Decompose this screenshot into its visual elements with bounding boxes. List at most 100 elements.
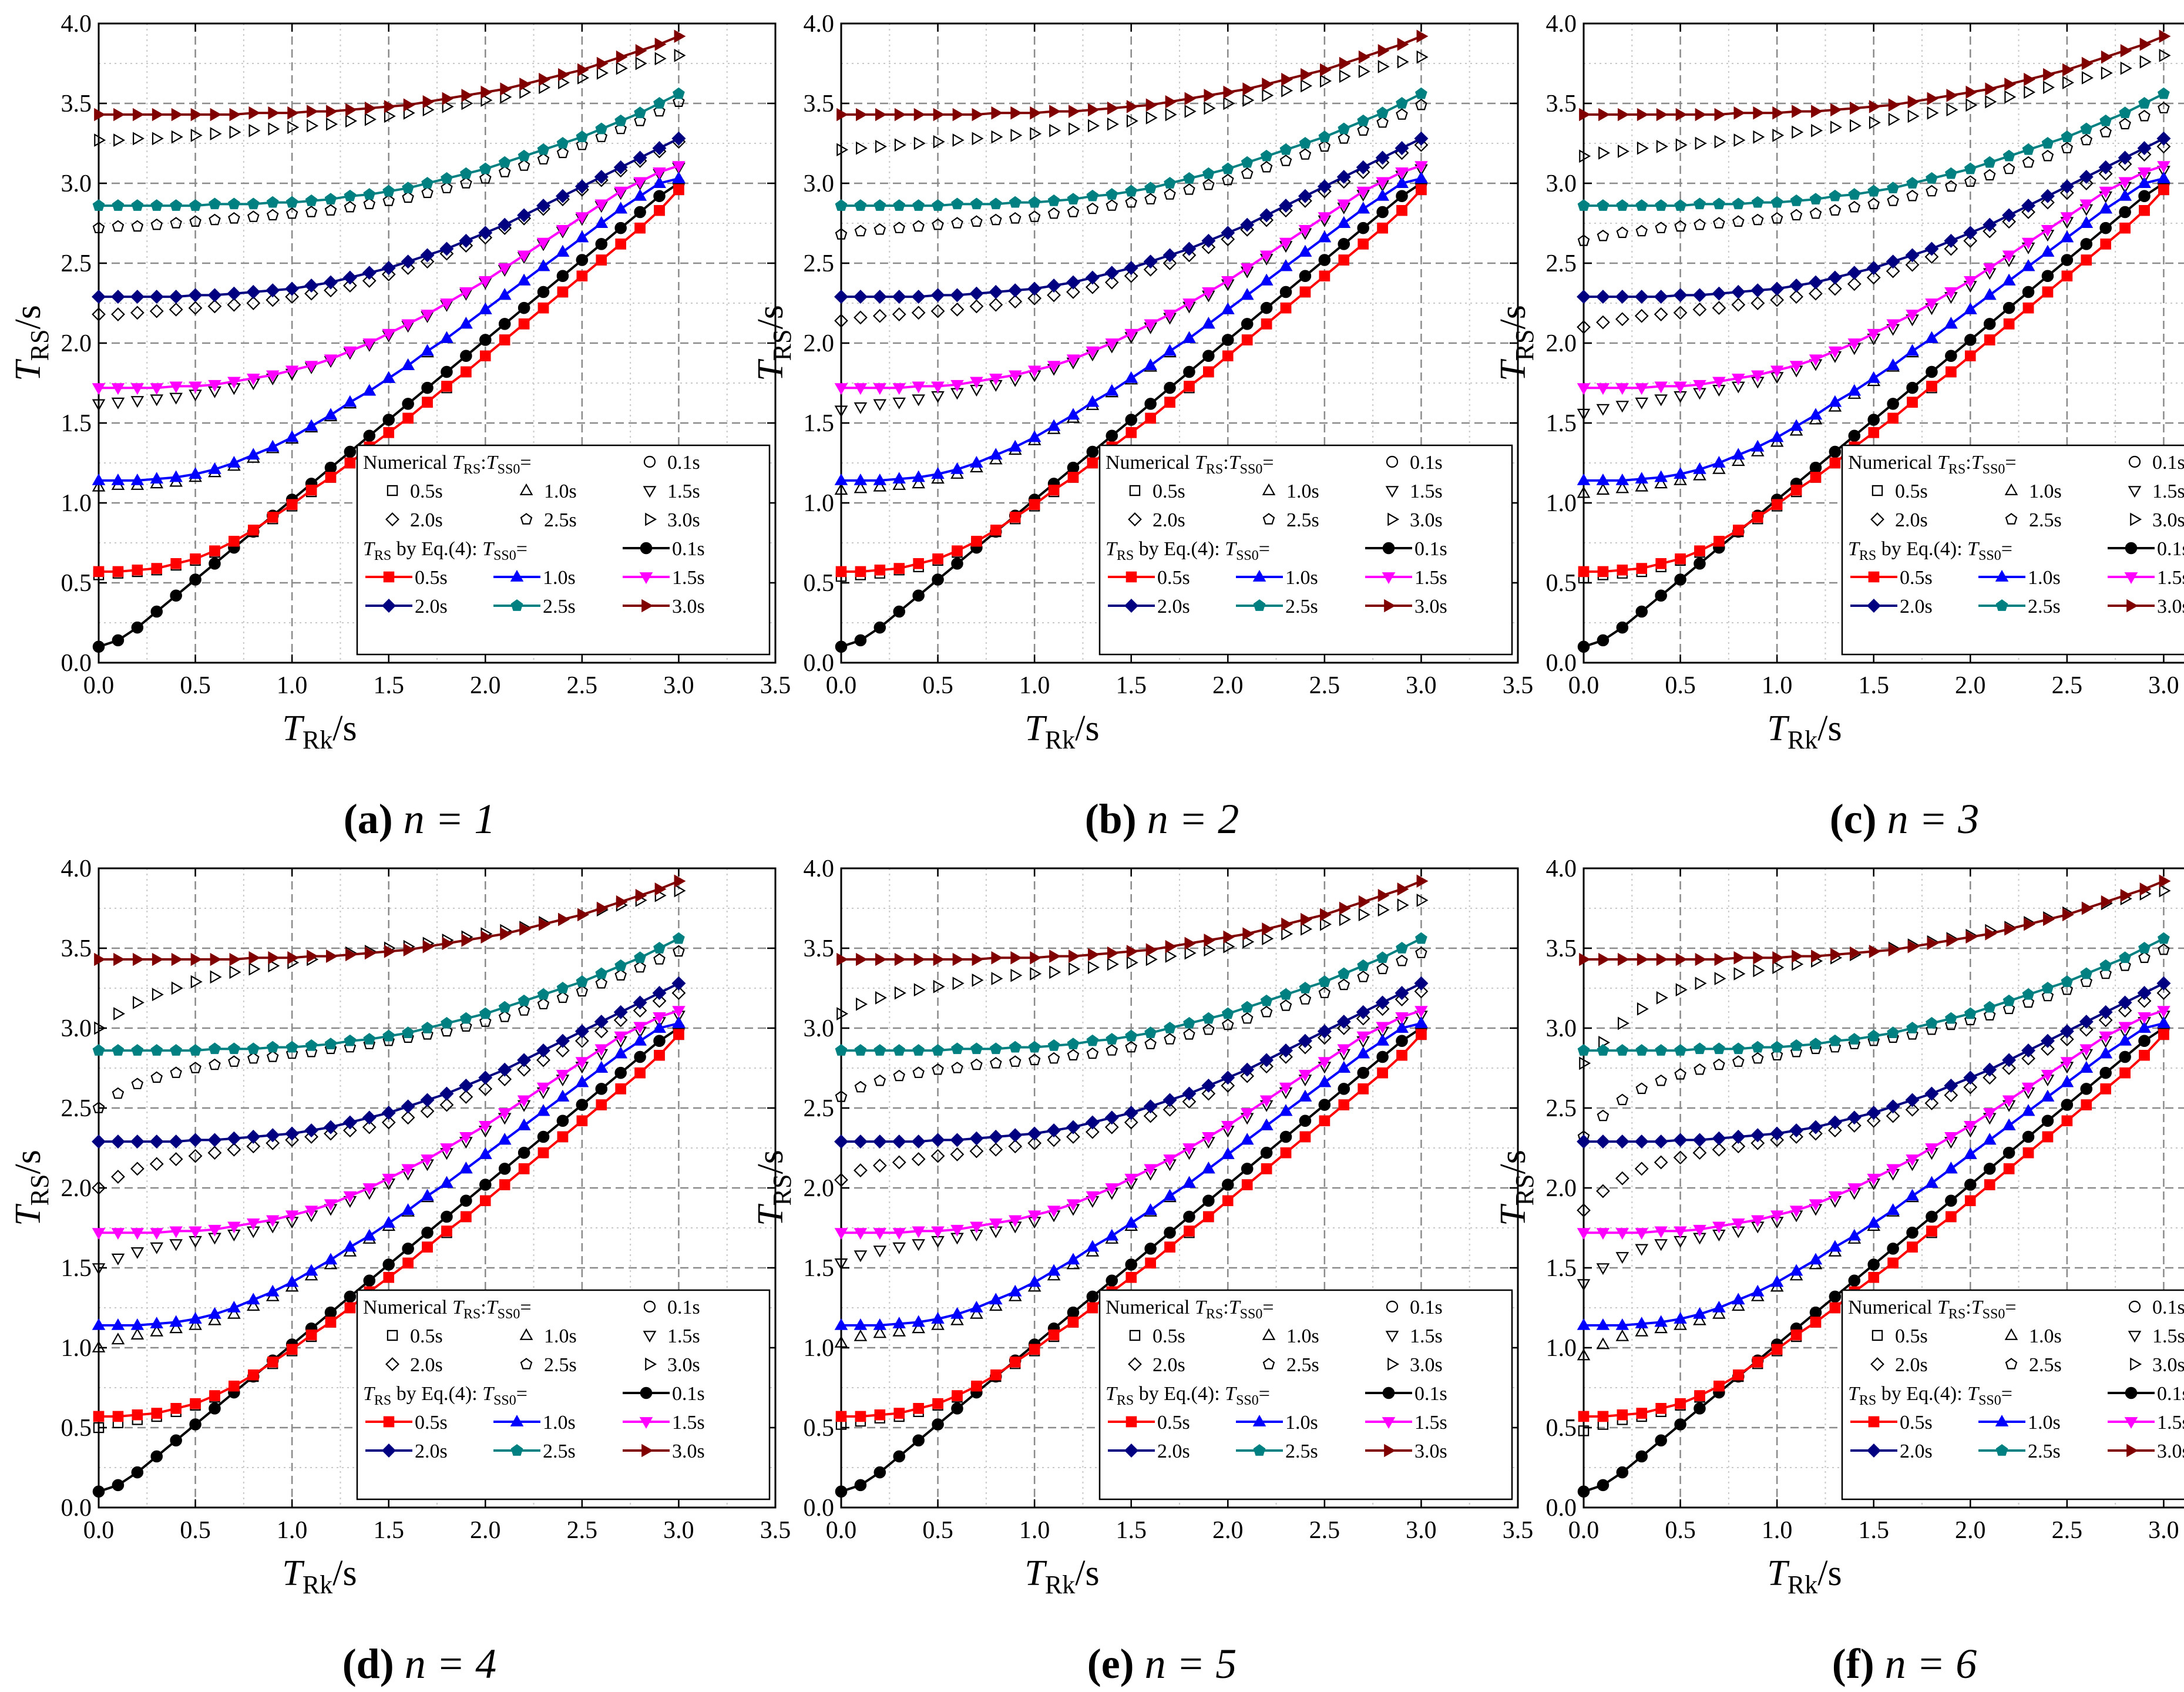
eq4-point [615, 239, 626, 250]
numerical-point [614, 122, 627, 135]
eq4-point [422, 940, 435, 954]
eq4-point [1964, 162, 1977, 174]
eq4-point [382, 328, 395, 341]
eq4-point [1204, 934, 1216, 947]
eq4-point [1221, 1070, 1235, 1085]
x-tick-label: 2.0 [1212, 672, 1244, 699]
eq4-point [440, 298, 453, 311]
numerical-point [1809, 286, 1823, 301]
eq4-point [1260, 149, 1273, 162]
numerical-point [952, 133, 965, 147]
numerical-point [1164, 1033, 1176, 1045]
eq4-point [169, 1226, 183, 1238]
eq4-point [2042, 1131, 2054, 1143]
series [1577, 29, 2171, 653]
eq4-point [555, 1033, 570, 1048]
eq4-point [247, 448, 260, 460]
legend-entry-label: 2.0s [1895, 1354, 1928, 1376]
y-tick-label: 1.0 [804, 1335, 835, 1362]
numerical-point [150, 394, 164, 407]
eq4-point [1752, 1357, 1763, 1368]
eq4-series-2.0s [1577, 131, 2171, 304]
eq4-point [2041, 982, 2054, 993]
x-tick-label: 3.5 [1503, 672, 1534, 699]
eq4-point [285, 365, 299, 378]
eq4-series-1.0s [834, 171, 1428, 485]
eq4-point [2158, 87, 2170, 99]
eq4-point [854, 1318, 868, 1330]
numerical-point [517, 1062, 532, 1077]
eq4-point [130, 1134, 145, 1149]
eq4-point [1615, 1134, 1629, 1149]
legend-equals: = [1262, 1297, 1274, 1318]
eq4-point [344, 445, 357, 458]
eq4-point [1221, 1147, 1235, 1159]
numerical-point [518, 159, 530, 171]
eq4-point [854, 1044, 867, 1056]
eq4-point [498, 318, 511, 330]
numerical-point [460, 177, 472, 189]
eq4-point [2079, 216, 2093, 228]
eq4-point [2021, 237, 2035, 250]
numerical-point [892, 307, 906, 321]
legend-filled-marker [510, 1415, 524, 1426]
eq4-point [1356, 202, 1370, 214]
legend-filled-marker [1384, 599, 1396, 613]
legend-numerical-var-sub: RS [1206, 1307, 1223, 1322]
numerical-point [912, 476, 925, 489]
eq4-point [1319, 63, 1332, 77]
eq4-point [1301, 68, 1312, 82]
numerical-point [112, 220, 125, 232]
legend-eq4-tss0: T [1967, 1383, 1980, 1405]
eq4-series-0.5s [835, 1029, 1427, 1422]
eq4-point [1654, 381, 1668, 394]
eq4-point [2002, 1095, 2016, 1107]
eq4-point [2101, 895, 2113, 909]
numerical-point [1577, 1203, 1591, 1217]
eq4-point [460, 350, 472, 362]
eq4-point [1906, 1189, 1919, 1201]
eq4-series-1.0s [1577, 171, 2170, 485]
eq4-point [1202, 350, 1215, 362]
eq4-series-3.0s [94, 874, 686, 966]
eq4-point [1163, 344, 1177, 356]
eq4-point [556, 137, 569, 149]
eq4-point [932, 573, 944, 586]
eq4-point [1202, 287, 1215, 299]
numerical-point [1067, 1049, 1080, 1061]
caption-n: n = 5 [1134, 1640, 1237, 1687]
legend-open-marker [1871, 485, 1883, 496]
eq4-point [1616, 621, 1629, 634]
eq4-point [1674, 1418, 1686, 1431]
eq4-point [1654, 290, 1668, 304]
eq4-point [932, 553, 943, 565]
numerical-point [1770, 1049, 1783, 1061]
eq4-point [1203, 366, 1214, 378]
numerical-point [1675, 983, 1688, 997]
legend-filled-marker [2126, 1443, 2138, 1458]
eq4-point [576, 254, 589, 266]
eq4-point [1637, 952, 1649, 966]
numerical-point [537, 998, 550, 1009]
eq4-point [1163, 310, 1177, 322]
eq4-point [989, 448, 1003, 460]
numerical-point [344, 1040, 357, 1053]
y-tick-label: 2.5 [1546, 250, 1577, 277]
eq4-point [460, 1194, 472, 1207]
eq4-point [556, 225, 570, 237]
numerical-point [1732, 215, 1745, 227]
numerical-point [576, 138, 589, 150]
eq4-point [1886, 358, 1900, 370]
eq4-point [1789, 1206, 1803, 1218]
eq4-point [344, 1034, 357, 1046]
eq4-point [402, 1026, 414, 1038]
numerical-point [2159, 49, 2171, 62]
eq4-point [537, 302, 549, 314]
numerical-point [150, 1324, 164, 1337]
numerical-point [439, 1097, 454, 1112]
eq4-point [1027, 365, 1041, 378]
x-tick-label: 3.0 [663, 672, 694, 699]
eq4-series-0.5s [93, 184, 684, 578]
numerical-point [1983, 224, 1997, 239]
eq4-point [536, 199, 551, 213]
